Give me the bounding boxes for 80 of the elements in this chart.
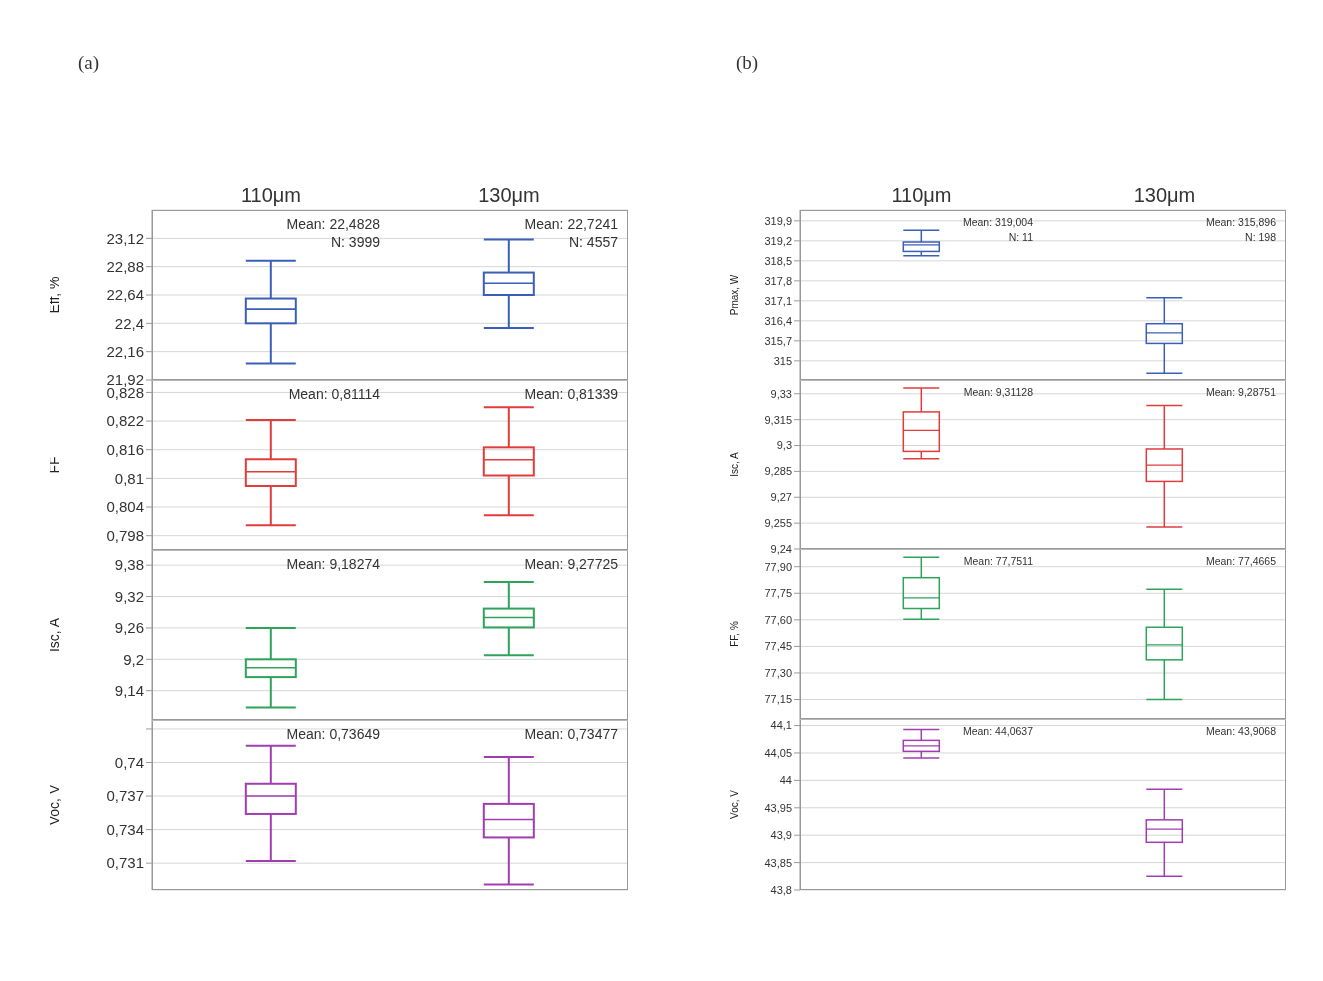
annotation: Mean: 319,004 xyxy=(962,216,1033,228)
y-tick-label: 22,88 xyxy=(106,257,144,275)
y-tick-label: 77,30 xyxy=(764,666,792,679)
y-tick-label: 43,85 xyxy=(764,856,792,869)
annotation: Mean: 0,73649 xyxy=(286,726,380,742)
annotation: Mean: 0,81114 xyxy=(288,386,380,402)
y-tick-label: 43,8 xyxy=(770,883,792,896)
annotation: N: 11 xyxy=(1008,230,1033,243)
y-tick-label: 9,255 xyxy=(764,517,792,530)
y-tick-label: 0,822 xyxy=(106,412,144,430)
y-tick-label: 317,1 xyxy=(764,294,792,307)
y-tick-label: 22,64 xyxy=(106,286,144,304)
y-axis-title: Isc, A xyxy=(728,451,740,477)
y-axis-title: Voc, V xyxy=(45,784,62,826)
annotation: Mean: 315,896 xyxy=(1205,216,1276,228)
x-tick-label: 130μm xyxy=(1133,184,1196,206)
y-tick-label: 0,798 xyxy=(106,527,144,544)
y-tick-label: 43,9 xyxy=(770,829,792,842)
y-tick-label: 315 xyxy=(773,354,792,367)
annotation: Mean: 0,81339 xyxy=(524,386,618,402)
y-tick-label: 77,75 xyxy=(764,587,792,600)
y-tick-label: 319,9 xyxy=(764,214,792,227)
y-tick-label: 0,737 xyxy=(106,787,144,805)
annotation: Mean: 77,7511 xyxy=(963,555,1033,567)
y-tick-label: 22,16 xyxy=(106,342,144,360)
annotation: Mean: 22,4828 xyxy=(286,216,380,232)
y-tick-label: 316,4 xyxy=(764,314,792,327)
y-tick-label: 9,14 xyxy=(114,682,144,700)
x-tick-label: 130μm xyxy=(478,184,540,206)
annotation: N: 3999 xyxy=(330,234,380,250)
y-tick-label: 44 xyxy=(779,774,792,787)
x-tick-label: 110μm xyxy=(240,184,302,206)
annotation: Mean: 9,27725 xyxy=(524,556,618,572)
y-tick-label: 9,27 xyxy=(770,491,792,504)
annotation: N: 4557 xyxy=(568,234,618,250)
y-tick-label: 77,45 xyxy=(764,640,792,653)
y-tick-label: 77,60 xyxy=(764,613,792,626)
y-tick-label: 0,804 xyxy=(106,498,144,516)
y-tick-label: 9,3 xyxy=(776,439,792,452)
y-tick-label: 9,38 xyxy=(114,556,144,574)
annotation: Mean: 9,28751 xyxy=(1205,386,1276,398)
y-tick-label: 0,731 xyxy=(106,854,144,872)
y-tick-label: 9,32 xyxy=(114,587,144,605)
y-tick-label: 315,7 xyxy=(764,334,792,347)
y-tick-label: 9,26 xyxy=(114,619,144,637)
y-axis-title: FF xyxy=(45,456,62,474)
x-tick-label: 110μm xyxy=(891,184,952,206)
y-tick-label: 77,90 xyxy=(764,560,792,573)
y-tick-label: 319,2 xyxy=(764,234,792,247)
y-tick-label: 0,734 xyxy=(106,820,144,838)
y-tick-label: 0,74 xyxy=(114,753,144,771)
y-axis-title: Isc, A xyxy=(45,617,62,653)
y-tick-label: 318,5 xyxy=(764,254,792,267)
y-tick-label: 317,8 xyxy=(764,274,792,287)
y-tick-label: 0,81 xyxy=(114,469,144,487)
annotation: Mean: 0,73477 xyxy=(524,726,618,742)
y-tick-label: 9,2 xyxy=(123,650,144,668)
annotation: Mean: 9,18274 xyxy=(286,556,380,572)
chart-title: (b) xyxy=(736,52,759,74)
chart-title: (a) xyxy=(78,52,100,74)
y-tick-label: 0,816 xyxy=(106,441,144,459)
y-tick-label: 22,4 xyxy=(114,314,144,332)
y-axis-title: FF, % xyxy=(728,621,740,647)
annotation: Mean: 44,0637 xyxy=(962,725,1033,737)
y-tick-label: 44,05 xyxy=(764,746,792,759)
y-tick-label: 43,95 xyxy=(764,801,792,814)
annotation: Mean: 9,31128 xyxy=(963,386,1033,398)
y-axis-title: Pmax, W xyxy=(728,274,740,316)
y-tick-label: 9,315 xyxy=(764,413,792,426)
y-tick-label: 9,24 xyxy=(770,542,792,555)
annotation: Mean: 22,7241 xyxy=(524,216,618,232)
y-tick-label: 9,33 xyxy=(770,387,792,400)
y-tick-label: 9,285 xyxy=(764,465,792,478)
y-tick-label: 77,15 xyxy=(764,693,792,706)
annotation: Mean: 43,9068 xyxy=(1205,725,1276,737)
annotation: N: 198 xyxy=(1245,230,1276,243)
y-tick-label: 44,1 xyxy=(770,719,792,732)
y-axis-title: Voc, V xyxy=(728,789,740,819)
y-tick-label: 23,12 xyxy=(106,229,144,247)
annotation: Mean: 77,4665 xyxy=(1205,555,1276,567)
